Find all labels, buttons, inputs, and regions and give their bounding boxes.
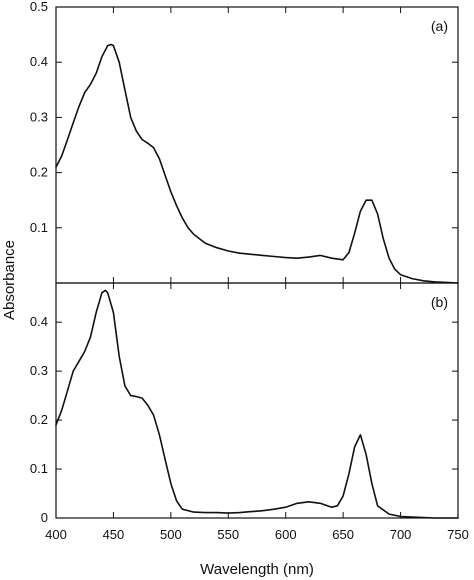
panel-a: 0.1 0.2 0.3 0.4 0.5 (a) bbox=[30, 0, 459, 284]
panel-b-x-tick-label: 700 bbox=[390, 527, 412, 542]
panel-a-absorbance-line bbox=[55, 43, 459, 284]
panel-b-x-tick-label: 750 bbox=[447, 527, 469, 542]
panel-b-y-tick-label: 0 bbox=[41, 510, 48, 525]
panel-a-y-tick-label: 0.1 bbox=[30, 220, 48, 235]
panel-b-x-tick-label: 400 bbox=[45, 527, 67, 542]
panel-b-x-tick-label: 450 bbox=[103, 527, 125, 542]
panel-b-x-tick-label: 500 bbox=[160, 527, 182, 542]
y-axis-title: Absorbance bbox=[1, 240, 18, 320]
panel-a-frame bbox=[55, 6, 459, 284]
panel-b-y-tick-label: 0.1 bbox=[30, 461, 48, 476]
panel-b-label: (b) bbox=[431, 294, 448, 310]
panel-a-y-tick-label: 0.5 bbox=[30, 0, 48, 14]
panel-b-absorbance-line bbox=[55, 289, 459, 519]
panel-a-label: (a) bbox=[431, 18, 448, 34]
panel-b-y-tick-label: 0.3 bbox=[30, 363, 48, 378]
x-axis-title: Wavelength (nm) bbox=[200, 561, 314, 578]
panel-b-x-tick-label: 650 bbox=[332, 527, 354, 542]
panel-b-y-tick-label: 0.4 bbox=[30, 314, 48, 329]
panel-b-y-tick-label: 0.2 bbox=[30, 412, 48, 427]
panel-b-x-tick-label: 600 bbox=[275, 527, 297, 542]
panel-a-y-tick-label: 0.3 bbox=[30, 109, 48, 124]
panel-a-y-tick-label: 0.2 bbox=[30, 165, 48, 180]
panel-b: 0 0.1 0.2 0.3 0.4 400 450 500 550 600 650 700 750 (b) bbox=[30, 282, 469, 542]
panel-b-frame bbox=[55, 282, 459, 519]
panel-a-y-tick-label: 0.4 bbox=[30, 54, 48, 69]
panel-b-x-tick-label: 550 bbox=[217, 527, 239, 542]
